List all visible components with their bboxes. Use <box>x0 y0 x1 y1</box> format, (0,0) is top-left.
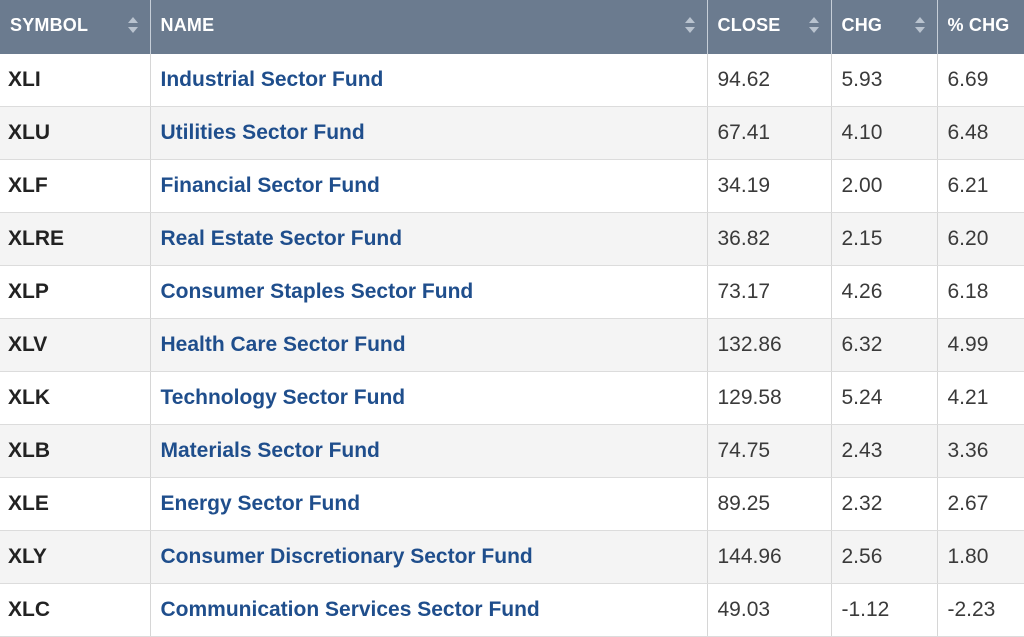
column-header-chg[interactable]: CHG <box>831 0 938 54</box>
table-row: XLC Communication Services Sector Fund 4… <box>0 583 1024 637</box>
close-cell: 129.58 <box>707 371 832 425</box>
pct-chg-cell: 4.99 <box>937 318 1024 372</box>
chg-cell: 5.93 <box>831 54 938 107</box>
table-row: XLE Energy Sector Fund 89.25 2.32 2.67 <box>0 477 1024 531</box>
close-cell: 132.86 <box>707 318 832 372</box>
chg-cell: -1.12 <box>831 583 938 637</box>
symbol-cell: XLP <box>0 265 151 319</box>
symbol-cell: XLI <box>0 54 151 107</box>
column-header-label: NAME <box>160 14 215 35</box>
sort-icon[interactable] <box>127 17 138 33</box>
chg-cell: 4.10 <box>831 106 938 160</box>
fund-name-link[interactable]: Energy Sector Fund <box>160 492 361 515</box>
pct-chg-cell: 1.80 <box>937 530 1024 584</box>
chg-cell: 6.32 <box>831 318 938 372</box>
table-row: XLK Technology Sector Fund 129.58 5.24 4… <box>0 371 1024 425</box>
table-row: XLF Financial Sector Fund 34.19 2.00 6.2… <box>0 159 1024 213</box>
symbol-cell: XLY <box>0 530 151 584</box>
column-header-label: % CHG <box>947 14 1010 35</box>
pct-chg-cell: 4.21 <box>937 371 1024 425</box>
fund-name-link[interactable]: Consumer Staples Sector Fund <box>160 280 474 303</box>
close-cell: 74.75 <box>707 424 832 478</box>
table-row: XLI Industrial Sector Fund 94.62 5.93 6.… <box>0 54 1024 107</box>
symbol-cell: XLK <box>0 371 151 425</box>
name-cell: Consumer Staples Sector Fund <box>150 265 708 319</box>
table-row: XLV Health Care Sector Fund 132.86 6.32 … <box>0 318 1024 372</box>
close-cell: 67.41 <box>707 106 832 160</box>
chg-cell: 2.00 <box>831 159 938 213</box>
sort-icon[interactable] <box>808 17 819 33</box>
header-row: SYMBOL NAME CLOSE CHG % CHG <box>0 0 1024 54</box>
fund-name-link[interactable]: Consumer Discretionary Sector Fund <box>160 545 533 568</box>
name-cell: Communication Services Sector Fund <box>150 583 708 637</box>
symbol-cell: XLRE <box>0 212 151 266</box>
close-cell: 34.19 <box>707 159 832 213</box>
pct-chg-cell: 6.48 <box>937 106 1024 160</box>
fund-name-link[interactable]: Communication Services Sector Fund <box>160 598 540 621</box>
pct-chg-cell: 6.21 <box>937 159 1024 213</box>
pct-chg-cell: 6.20 <box>937 212 1024 266</box>
pct-chg-cell: 2.67 <box>937 477 1024 531</box>
close-cell: 49.03 <box>707 583 832 637</box>
name-cell: Utilities Sector Fund <box>150 106 708 160</box>
column-header-label: SYMBOL <box>10 14 89 35</box>
table-header: SYMBOL NAME CLOSE CHG % CHG <box>0 0 1024 54</box>
fund-name-link[interactable]: Health Care Sector Fund <box>160 333 406 356</box>
fund-name-link[interactable]: Financial Sector Fund <box>160 174 380 197</box>
fund-name-link[interactable]: Technology Sector Fund <box>160 386 406 409</box>
pct-chg-cell: 6.69 <box>937 54 1024 107</box>
sort-icon[interactable] <box>914 17 925 33</box>
chg-cell: 2.15 <box>831 212 938 266</box>
name-cell: Financial Sector Fund <box>150 159 708 213</box>
name-cell: Real Estate Sector Fund <box>150 212 708 266</box>
chg-cell: 2.56 <box>831 530 938 584</box>
close-cell: 73.17 <box>707 265 832 319</box>
column-header-label: CLOSE <box>717 14 781 35</box>
table-row: XLRE Real Estate Sector Fund 36.82 2.15 … <box>0 212 1024 266</box>
name-cell: Materials Sector Fund <box>150 424 708 478</box>
fund-name-link[interactable]: Real Estate Sector Fund <box>160 227 403 250</box>
symbol-cell: XLV <box>0 318 151 372</box>
column-header-label: CHG <box>841 14 883 35</box>
table-row: XLB Materials Sector Fund 74.75 2.43 3.3… <box>0 424 1024 478</box>
close-cell: 144.96 <box>707 530 832 584</box>
chg-cell: 2.43 <box>831 424 938 478</box>
close-cell: 36.82 <box>707 212 832 266</box>
table-row: XLY Consumer Discretionary Sector Fund 1… <box>0 530 1024 584</box>
chg-cell: 2.32 <box>831 477 938 531</box>
symbol-cell: XLC <box>0 583 151 637</box>
name-cell: Consumer Discretionary Sector Fund <box>150 530 708 584</box>
name-cell: Industrial Sector Fund <box>150 54 708 107</box>
fund-name-link[interactable]: Utilities Sector Fund <box>160 121 365 144</box>
symbol-cell: XLB <box>0 424 151 478</box>
table-row: XLU Utilities Sector Fund 67.41 4.10 6.4… <box>0 106 1024 160</box>
close-cell: 94.62 <box>707 54 832 107</box>
chg-cell: 4.26 <box>831 265 938 319</box>
pct-chg-cell: 3.36 <box>937 424 1024 478</box>
column-header-name[interactable]: NAME <box>150 0 708 54</box>
chg-cell: 5.24 <box>831 371 938 425</box>
name-cell: Technology Sector Fund <box>150 371 708 425</box>
name-cell: Energy Sector Fund <box>150 477 708 531</box>
column-header-symbol[interactable]: SYMBOL <box>0 0 151 54</box>
symbol-cell: XLE <box>0 477 151 531</box>
fund-name-link[interactable]: Industrial Sector Fund <box>160 68 384 91</box>
pct-chg-cell: -2.23 <box>937 583 1024 637</box>
pct-chg-cell: 6.18 <box>937 265 1024 319</box>
column-header-pct-chg[interactable]: % CHG <box>937 0 1024 54</box>
sort-icon[interactable] <box>684 17 695 33</box>
fund-name-link[interactable]: Materials Sector Fund <box>160 439 380 462</box>
column-header-close[interactable]: CLOSE <box>707 0 832 54</box>
table-body: XLI Industrial Sector Fund 94.62 5.93 6.… <box>0 54 1024 637</box>
name-cell: Health Care Sector Fund <box>150 318 708 372</box>
table-row: XLP Consumer Staples Sector Fund 73.17 4… <box>0 265 1024 319</box>
symbol-cell: XLF <box>0 159 151 213</box>
close-cell: 89.25 <box>707 477 832 531</box>
symbol-cell: XLU <box>0 106 151 160</box>
